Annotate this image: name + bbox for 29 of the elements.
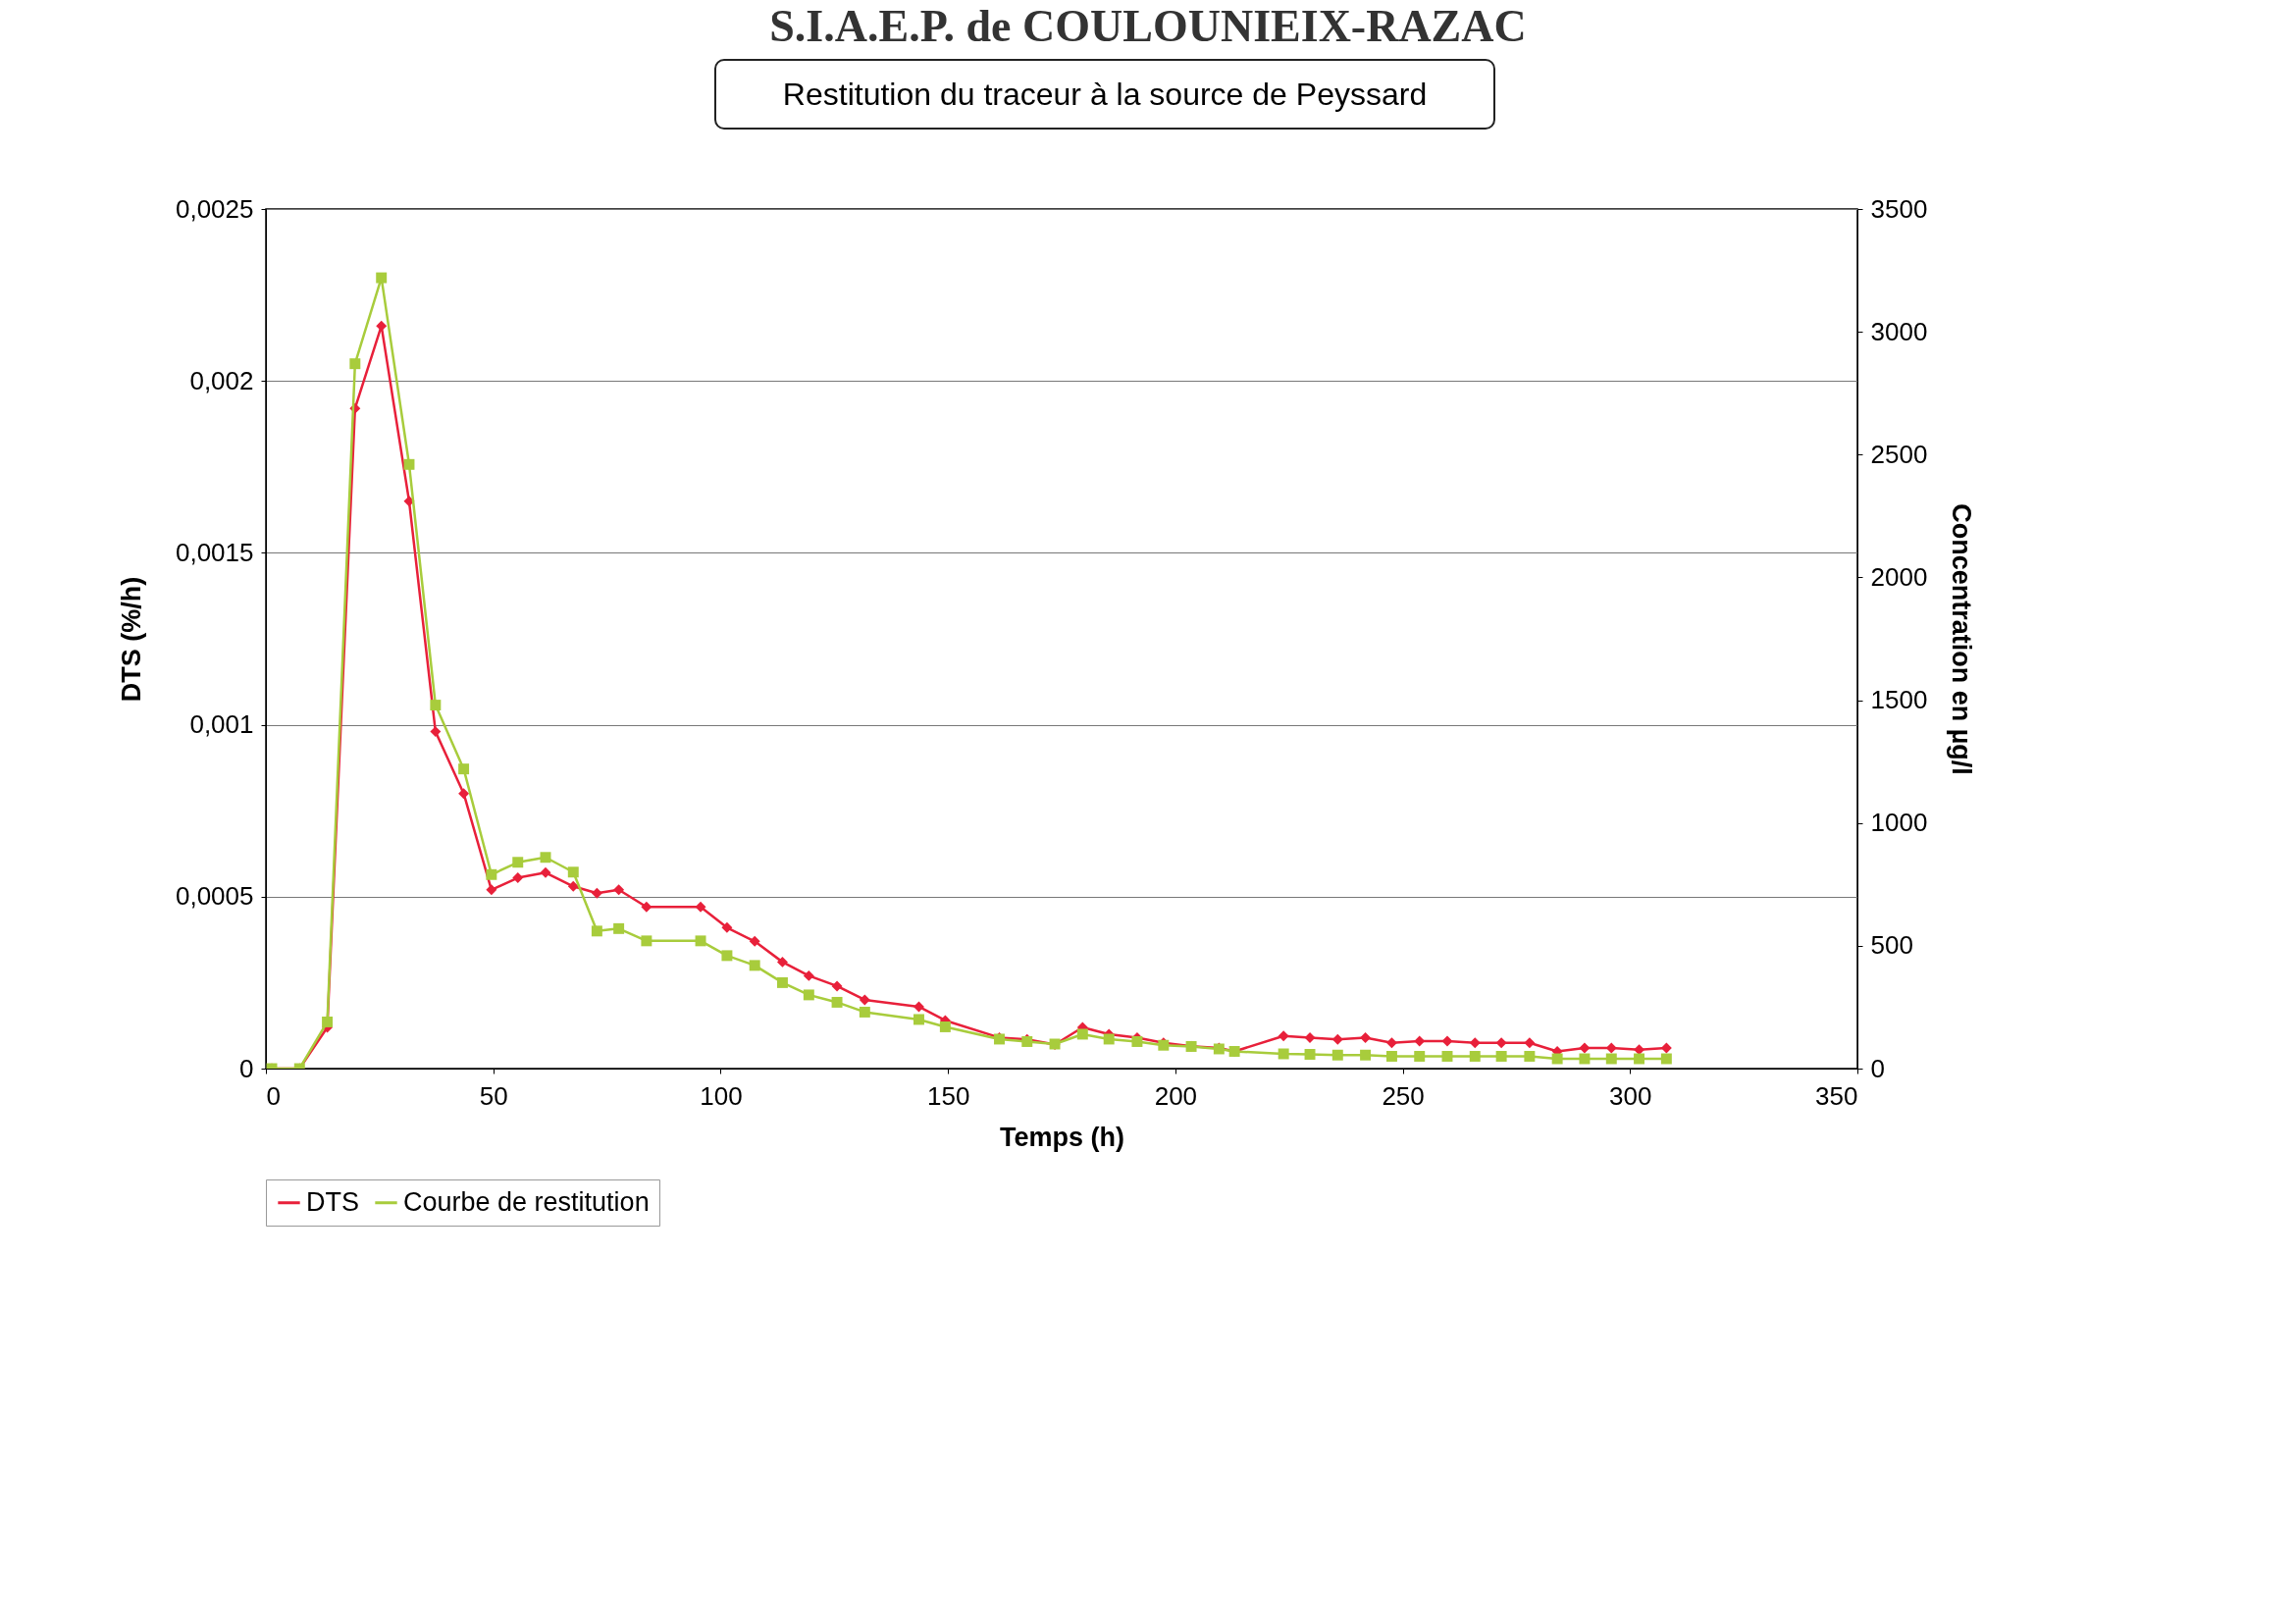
legend-label: DTS — [306, 1186, 359, 1217]
chart-title: S.I.A.E.P. de COULOUNIEIX-RAZAC — [768, 0, 1528, 52]
x-tick-label: 200 — [1154, 1080, 1198, 1111]
y-axis-title: DTS (%/h) — [116, 576, 146, 703]
y2-axis-title: Concentration en µg/l — [1947, 503, 1977, 775]
y-tick-label: 0,002 — [189, 365, 254, 395]
chart-subtitle: Restitution du traceur à la source de Peyssard — [714, 59, 1495, 130]
x-tick-label: 50 — [479, 1080, 508, 1111]
y2-tick-label: 500 — [1870, 930, 1913, 961]
y2-tick-label: 1000 — [1870, 808, 1928, 838]
y-tick-label: 0,0015 — [175, 537, 254, 567]
y2-tick-label: 3000 — [1870, 316, 1928, 346]
legend-label: Courbe de restitution — [403, 1186, 650, 1217]
y-tick-label: 0,0005 — [175, 881, 254, 912]
y2-tick-label: 2000 — [1870, 561, 1928, 592]
y-tick-label: 0,001 — [189, 709, 254, 740]
x-tick-label: 100 — [700, 1080, 743, 1111]
y2-tick-label: 0 — [1870, 1053, 1885, 1083]
x-tick-label: 0 — [266, 1080, 281, 1111]
x-tick-label: 300 — [1609, 1080, 1652, 1111]
x-axis-title: Temps (h) — [1000, 1122, 1124, 1152]
x-tick-label: 250 — [1382, 1080, 1425, 1111]
x-tick-label: 350 — [1815, 1080, 1858, 1111]
y2-tick-label: 3500 — [1870, 193, 1928, 224]
x-tick-label: 150 — [926, 1080, 970, 1111]
y2-tick-label: 1500 — [1870, 685, 1928, 715]
y-tick-label: 0,0025 — [175, 193, 254, 224]
y-tick-label: 0 — [239, 1053, 254, 1083]
y2-tick-label: 2500 — [1870, 439, 1928, 469]
